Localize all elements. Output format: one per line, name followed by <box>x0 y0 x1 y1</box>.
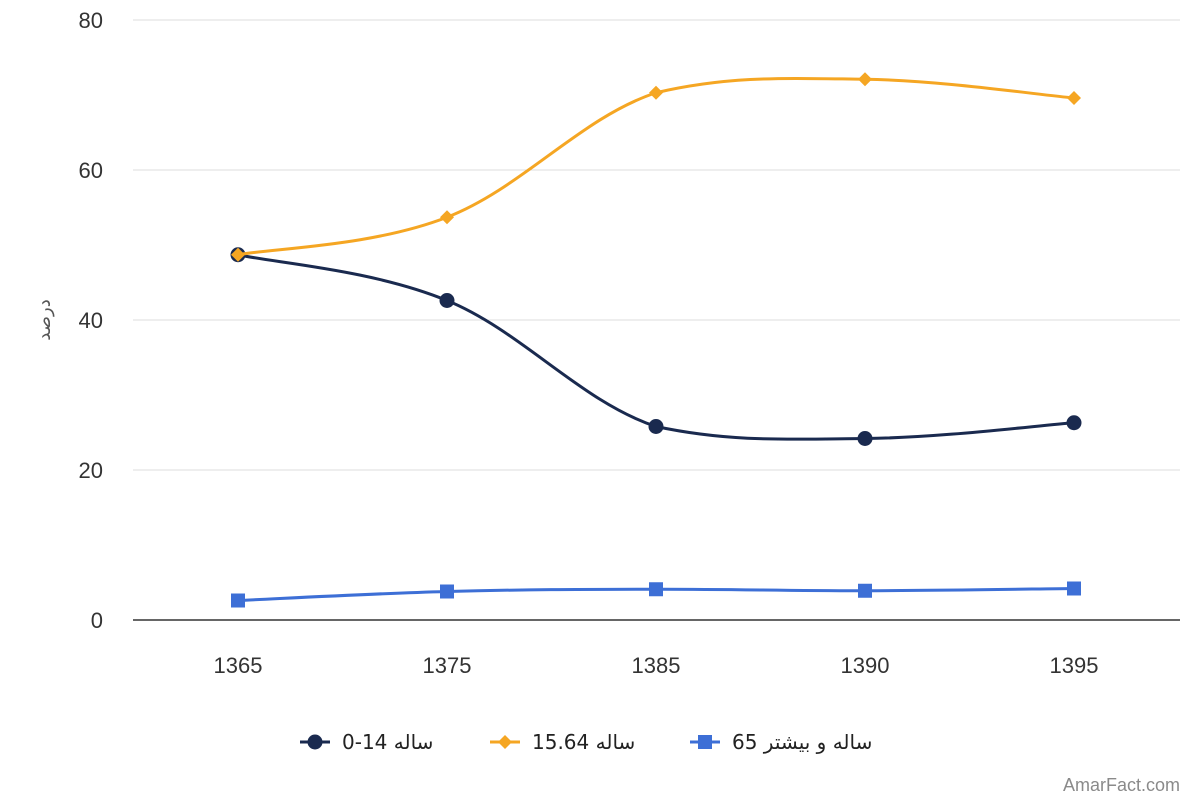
x-tick-label: 1385 <box>632 653 681 678</box>
legend-swatch-marker <box>498 735 512 749</box>
data-point-diamond[interactable] <box>858 72 872 87</box>
series-square <box>231 581 1081 608</box>
series-diamond <box>231 72 1081 262</box>
legend-label: ساله و بیشتر 65 <box>732 730 872 754</box>
x-tick-label: 1365 <box>214 653 263 678</box>
x-tick-label: 1390 <box>841 653 890 678</box>
data-point-square[interactable] <box>649 582 663 597</box>
data-point-diamond[interactable] <box>440 210 454 225</box>
x-tick-label: 1375 <box>423 653 472 678</box>
y-axis-ticks: 0 20 40 60 80 <box>79 8 103 633</box>
data-point-diamond[interactable] <box>649 85 663 100</box>
data-point-square[interactable] <box>231 593 245 608</box>
y-axis-title: درصد <box>34 299 55 340</box>
y-tick-label: 60 <box>79 158 103 183</box>
legend-label: ساله 14-0 <box>342 730 433 754</box>
legend-item[interactable]: ساله 15.64 <box>490 730 635 754</box>
gridlines <box>133 19 1180 621</box>
data-point-circle[interactable] <box>439 293 455 308</box>
data-point-square[interactable] <box>1067 581 1081 596</box>
series-line <box>236 76 1076 257</box>
legend-swatch-marker <box>698 735 712 749</box>
series-lines <box>230 72 1082 608</box>
series-circle <box>230 247 1082 446</box>
data-point-circle[interactable] <box>857 431 873 446</box>
data-point-circle[interactable] <box>1066 415 1082 431</box>
legend-swatch-marker <box>307 734 323 750</box>
legend-label: ساله 15.64 <box>532 730 635 754</box>
data-point-square[interactable] <box>858 583 872 598</box>
data-point-diamond[interactable] <box>1067 91 1081 105</box>
watermark-text: AmarFact.com <box>1063 775 1180 795</box>
data-point-square[interactable] <box>440 584 454 599</box>
x-axis-ticks: 1365 1375 1385 1390 1395 <box>214 653 1099 678</box>
series-line <box>236 253 1076 441</box>
legend-item[interactable]: ساله و بیشتر 65 <box>690 730 872 754</box>
data-point-circle[interactable] <box>648 419 664 434</box>
y-tick-label: 40 <box>79 308 103 333</box>
legend-item[interactable]: ساله 14-0 <box>300 730 433 754</box>
data-point-diamond[interactable] <box>231 247 245 262</box>
y-tick-label: 0 <box>91 608 103 633</box>
legend[interactable]: ساله 14-0 ساله 15.64 ساله و بیشتر 65 <box>300 730 872 754</box>
y-tick-label: 20 <box>79 458 103 483</box>
x-tick-label: 1395 <box>1050 653 1099 678</box>
y-tick-label: 80 <box>79 8 103 33</box>
